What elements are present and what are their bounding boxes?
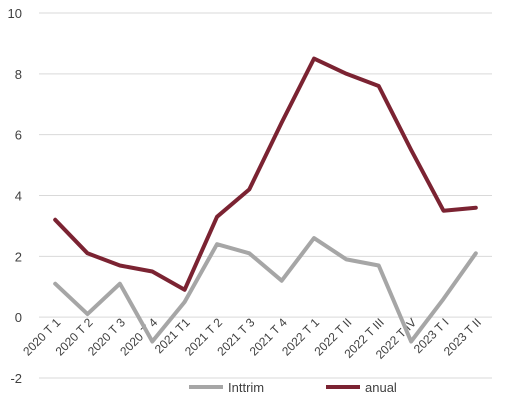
y-tick-label: 4 bbox=[15, 189, 22, 204]
series-line-anual bbox=[53, 56, 478, 292]
y-tick-label: -2 bbox=[10, 371, 22, 386]
y-tick-label: 0 bbox=[15, 310, 22, 325]
y-tick-label: 8 bbox=[15, 67, 22, 82]
y-tick-label: 6 bbox=[15, 128, 22, 143]
y-axis-ticks: -2 0 2 4 6 8 10 bbox=[8, 6, 22, 386]
series-line-Inttrim bbox=[53, 236, 478, 344]
legend: Inttrim anual bbox=[189, 380, 397, 395]
series-lines bbox=[53, 56, 478, 344]
y-tick-label: 2 bbox=[15, 249, 22, 264]
y-tick-label: 10 bbox=[8, 6, 22, 21]
legend-label: anual bbox=[365, 380, 397, 395]
gridlines bbox=[39, 12, 492, 379]
legend-label: Inttrim bbox=[228, 380, 264, 395]
